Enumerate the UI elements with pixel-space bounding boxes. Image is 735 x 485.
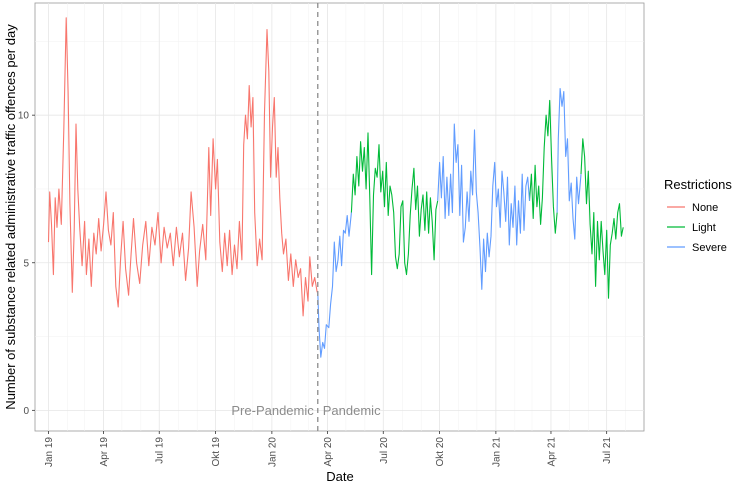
x-tick-label: Apr 20 — [323, 437, 334, 467]
x-tick-label: Apr 19 — [99, 437, 110, 467]
x-axis-title: Date — [326, 469, 353, 484]
annotation-pandemic: Pandemic — [323, 403, 381, 418]
series-line-severe — [437, 123, 531, 290]
x-tick-label: Okt 19 — [211, 437, 222, 467]
series-line-light — [580, 138, 624, 299]
series-line-light — [350, 132, 439, 276]
x-tick-label: Apr 21 — [546, 437, 557, 467]
y-tick-label: 0 — [23, 406, 29, 417]
plot-panel — [34, 2, 645, 432]
x-tick-label: Jul 21 — [602, 437, 613, 464]
series-line-severe — [556, 88, 582, 240]
y-axis: 0 5 10 — [18, 111, 35, 417]
legend-label-none: None — [692, 202, 718, 214]
x-tick-label: Okt 20 — [435, 437, 446, 467]
legend-label-severe: Severe — [692, 242, 727, 254]
series-line-severe — [317, 212, 352, 358]
legend-title: Restrictions — [664, 177, 732, 192]
x-tick-label: Jul 20 — [379, 437, 390, 464]
grid — [35, 3, 644, 431]
x-axis: Jan 19 Apr 19 Jul 19 Okt 19 Jan 20 Apr 20 Jul … — [44, 431, 613, 467]
legend-label-light: Light — [692, 222, 716, 234]
x-tick-label: Jan 21 — [491, 437, 502, 467]
legend: Restrictions None Light Severe — [664, 177, 732, 254]
annotations: Pre-Pandemic Pandemic — [231, 403, 381, 418]
y-tick-label: 5 — [23, 258, 29, 269]
x-tick-label: Jan 20 — [267, 437, 278, 467]
series-layer — [47, 17, 624, 358]
x-tick-label: Jan 19 — [44, 437, 55, 467]
series-line-light — [528, 99, 558, 234]
x-tick-label: Jul 19 — [155, 437, 166, 464]
y-axis-title: Number of substance related administrati… — [3, 24, 18, 410]
annotation-pre-pandemic: Pre-Pandemic — [231, 403, 314, 418]
series-line-none — [47, 17, 318, 317]
y-tick-label: 10 — [18, 111, 30, 122]
